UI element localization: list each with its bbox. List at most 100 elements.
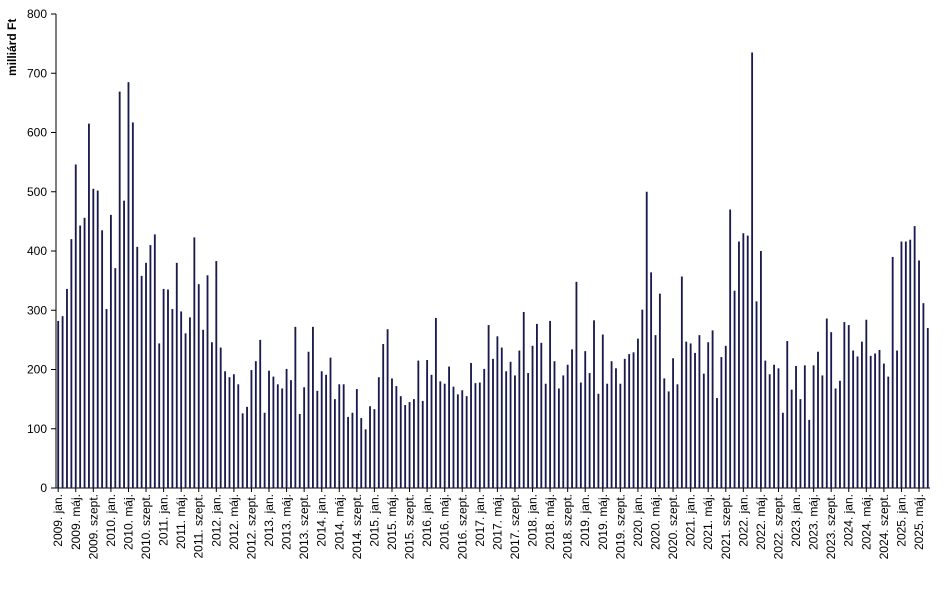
bar <box>738 241 740 488</box>
bar <box>658 293 661 488</box>
bar <box>856 356 859 488</box>
bar <box>773 364 775 488</box>
bar <box>557 388 560 488</box>
bar <box>232 374 235 488</box>
bar <box>96 190 99 488</box>
bar <box>781 412 784 488</box>
bar <box>215 261 218 488</box>
x-axis: 2009. jan. 2009. máj. 2009. szept. 2010. ja… <box>51 488 926 559</box>
x-tick-label: 2014. máj. <box>332 494 346 550</box>
bar <box>536 323 538 488</box>
bar <box>57 320 60 488</box>
x-tick-label: 2024. jan. <box>842 494 856 547</box>
bar <box>285 368 288 488</box>
x-tick-label: 2024. máj. <box>859 494 873 550</box>
bar <box>254 361 257 488</box>
x-tick-label: 2021. szept. <box>719 494 733 559</box>
bar <box>601 334 604 488</box>
bar <box>219 347 222 488</box>
bar <box>338 384 341 488</box>
bar <box>404 405 407 488</box>
bar <box>610 361 613 488</box>
bar <box>891 256 894 488</box>
bar <box>171 309 174 488</box>
bar <box>202 329 205 488</box>
bar <box>448 366 450 488</box>
bar <box>79 225 82 488</box>
x-tick-label: 2017. máj. <box>490 494 504 550</box>
bar <box>689 343 692 488</box>
bar <box>325 374 328 488</box>
y-tick-label: 500 <box>27 185 47 199</box>
bar <box>896 350 898 488</box>
x-tick-label: 2014. szept. <box>350 494 364 559</box>
bar <box>101 230 104 488</box>
bar <box>373 409 376 488</box>
bar <box>162 288 165 488</box>
bar <box>900 241 903 488</box>
y-tick-label: 100 <box>27 422 47 436</box>
bar <box>742 233 745 488</box>
bar <box>92 188 95 489</box>
bar <box>733 290 736 488</box>
bar <box>136 246 139 488</box>
bar <box>593 320 595 488</box>
bar <box>865 319 868 488</box>
bar <box>676 384 679 488</box>
bar <box>492 358 494 488</box>
bar <box>759 251 762 488</box>
bar <box>224 371 227 488</box>
bar <box>913 226 916 488</box>
bar <box>663 378 666 488</box>
bar <box>861 341 863 488</box>
bar <box>562 375 565 488</box>
x-tick-label: 2018. szept. <box>561 494 575 559</box>
bar <box>566 364 569 488</box>
bar <box>364 429 367 488</box>
bar <box>694 352 696 488</box>
bar <box>667 391 670 488</box>
bar <box>514 375 516 488</box>
x-tick-label: 2023. máj. <box>807 494 821 550</box>
x-tick-label: 2010. máj. <box>122 494 136 550</box>
bar <box>426 360 429 488</box>
bar <box>641 309 644 488</box>
bar <box>540 342 543 488</box>
y-axis: 0 100 200 300 400 500 600 700 800 <box>27 7 930 495</box>
bar <box>790 389 793 488</box>
bar <box>795 365 797 488</box>
bar <box>505 371 508 488</box>
bar <box>698 335 701 488</box>
x-tick-label: 2016. szept. <box>455 494 469 559</box>
bar <box>189 317 191 488</box>
y-tick-label: 400 <box>27 244 47 258</box>
bar <box>66 288 68 488</box>
x-tick-label: 2013. máj. <box>280 494 294 550</box>
y-axis-label: milliárd Ft <box>5 19 19 76</box>
bar <box>768 374 771 488</box>
bar <box>184 333 187 488</box>
bar <box>544 383 547 488</box>
bar <box>333 399 336 489</box>
bar <box>483 368 486 488</box>
bar <box>276 384 279 488</box>
y-tick-label: 0 <box>40 481 47 495</box>
bar <box>606 383 609 488</box>
y-tick-label: 600 <box>27 126 47 140</box>
bar <box>281 388 284 488</box>
bar <box>434 317 437 488</box>
bar <box>751 52 754 488</box>
bar <box>628 354 631 488</box>
bar <box>61 316 64 488</box>
bar <box>531 345 534 488</box>
bar <box>114 268 117 488</box>
x-tick-label: 2018. jan. <box>526 494 540 547</box>
bar <box>799 399 802 489</box>
bar <box>175 262 178 488</box>
bar <box>70 239 73 488</box>
bar <box>549 320 552 488</box>
x-tick-label: 2021. máj. <box>701 494 715 550</box>
bar <box>874 353 877 488</box>
x-tick-label: 2022. jan. <box>736 494 750 547</box>
x-tick-label: 2017. szept. <box>508 494 522 559</box>
